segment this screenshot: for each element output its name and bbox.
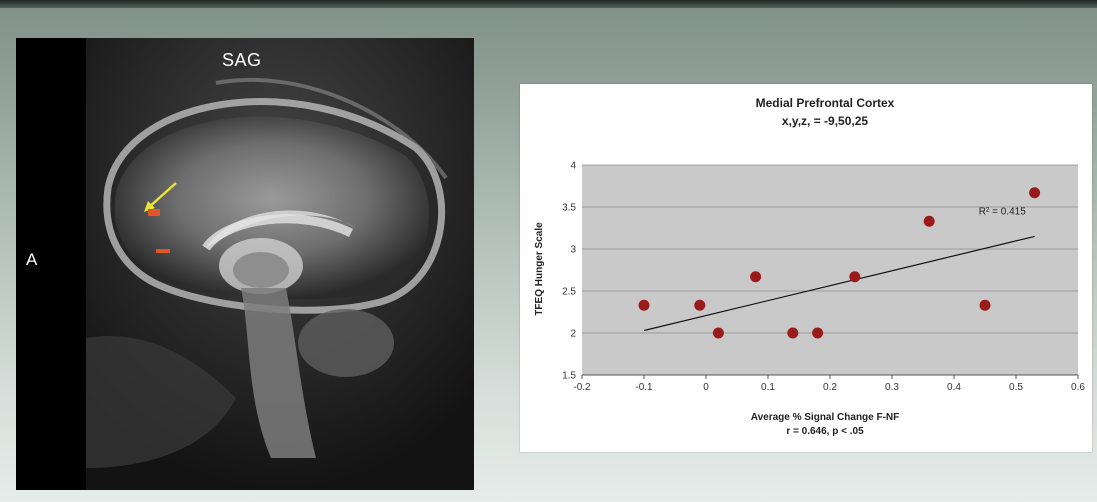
mri-brain-illustration — [16, 38, 474, 490]
x-tick-label: -0.2 — [573, 382, 591, 393]
yellow-arrow-icon — [147, 182, 177, 209]
y-tick-label: 4 — [570, 161, 576, 172]
y-tick-labels: 1.5 2 2.5 3 3.5 4 — [562, 161, 576, 382]
x-tick-label: 0.3 — [885, 382, 899, 393]
y-tick-label: 1.5 — [562, 371, 576, 382]
data-point — [712, 327, 724, 339]
x-tick-labels: -0.2 -0.1 0 0.1 0.2 0.3 0.4 0.5 0.6 — [573, 382, 1085, 393]
x-tick-label: 0.4 — [947, 382, 961, 393]
x-tick-label: 0.1 — [761, 382, 775, 393]
axes — [581, 374, 1079, 379]
scatter-chart-panel: Medial Prefrontal Cortex x,y,z, = -9,50,… — [520, 84, 1092, 452]
data-point — [750, 271, 762, 283]
scatter-chart: Medial Prefrontal Cortex x,y,z, = -9,50,… — [534, 96, 1085, 437]
data-point — [638, 299, 650, 311]
chart-subtitle: x,y,z, = -9,50,25 — [782, 114, 868, 128]
x-tick-label: 0.5 — [1009, 382, 1023, 393]
x-axis-label: Average % Signal Change F-NF — [751, 412, 900, 423]
y-tick-label: 3.5 — [562, 203, 576, 214]
data-point — [979, 299, 991, 311]
correlation-stat: r = 0.646, p < .05 — [786, 426, 864, 437]
data-point — [812, 327, 824, 339]
mri-sagittal-image: SAG A — [16, 38, 474, 490]
r-squared-label: R² = 0.415 — [979, 207, 1026, 218]
data-point — [849, 271, 861, 283]
x-tick-label: -0.1 — [635, 382, 653, 393]
y-tick-label: 2.5 — [562, 287, 576, 298]
plot-area — [582, 165, 1078, 375]
y-axis-label: TFEQ Hunger Scale — [534, 222, 545, 316]
data-point — [1029, 187, 1041, 199]
y-tick-label: 3 — [570, 245, 576, 256]
data-point — [787, 327, 799, 339]
data-point — [694, 299, 706, 311]
activation-marker-upper — [148, 209, 160, 216]
activation-marker-lower — [156, 249, 170, 253]
x-tick-label: 0.2 — [823, 382, 837, 393]
top-strip — [0, 0, 1097, 8]
y-tick-label: 2 — [570, 329, 576, 340]
orientation-label-a: A — [26, 250, 38, 269]
x-tick-label: 0 — [703, 382, 709, 393]
view-label-sag: SAG — [222, 50, 262, 70]
data-point — [923, 215, 935, 227]
chart-title: Medial Prefrontal Cortex — [756, 96, 895, 110]
trendline — [643, 235, 1035, 332]
x-tick-label: 0.6 — [1071, 382, 1085, 393]
data-points — [638, 187, 1041, 339]
